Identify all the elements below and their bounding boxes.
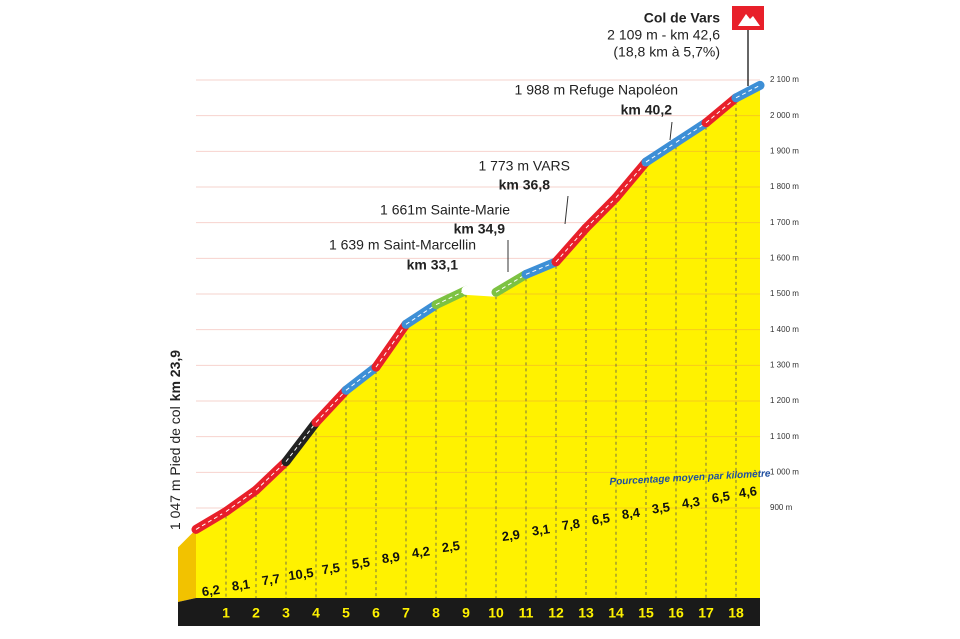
segment-center — [435, 289, 467, 306]
y-tick-label: 1 300 m — [770, 360, 799, 369]
gradient-label: 2,9 — [501, 527, 521, 544]
gradient-label: 8,1 — [231, 576, 251, 593]
x-tick-label: 6 — [372, 605, 380, 621]
segment-center — [735, 84, 761, 99]
y-tick-label: 2 000 m — [770, 111, 799, 120]
x-tick-label: 9 — [462, 605, 470, 621]
x-tick-label: 17 — [698, 605, 714, 621]
x-tick-label: 12 — [548, 605, 564, 621]
x-tick-label: 13 — [578, 605, 594, 621]
y-tick-label: 1 700 m — [770, 218, 799, 227]
y-tick-label: 1 500 m — [770, 289, 799, 298]
x-tick-label: 14 — [608, 605, 624, 621]
gradient-label: 8,4 — [621, 505, 642, 522]
base-bar — [178, 598, 760, 626]
x-tick-label: 1 — [222, 605, 230, 621]
x-tick-label: 4 — [312, 605, 320, 621]
profile-base: 6,2 8,1 7,7 10,5 7,5 5,5 8,9 4,2 2,5 2,9 3,1 7,8 6,5… — [178, 75, 799, 626]
profile-side — [178, 529, 196, 602]
gradient-label: 4,2 — [411, 543, 431, 560]
x-tick-label: 15 — [638, 605, 654, 621]
gradient-label: 4,3 — [681, 494, 701, 511]
gradient-label: 2,5 — [441, 538, 461, 555]
segment-center — [555, 227, 587, 263]
gradient-label: 6,5 — [591, 510, 611, 527]
y-tick-label: 1 100 m — [770, 432, 799, 441]
gradient-label: 5,5 — [351, 554, 371, 571]
waypoint-label: 1 988 m Refuge Napoléon — [515, 82, 678, 98]
flag-mountain — [738, 14, 760, 26]
waypoint-km: km 34,9 — [454, 221, 506, 237]
segment-center — [675, 122, 707, 143]
segment-center — [615, 161, 647, 199]
start-km: km 23,9 — [167, 350, 183, 402]
y-tick-label: 1 200 m — [770, 396, 799, 405]
waypoint-label: 1 639 m Saint-Marcellin — [329, 237, 476, 253]
x-tick-label: 18 — [728, 605, 744, 621]
waypoint-km: km 40,2 — [621, 102, 673, 118]
segment-center — [285, 422, 317, 462]
summit-detail: (18,8 km à 5,7%) — [613, 44, 720, 60]
y-tick-label: 1 400 m — [770, 325, 799, 334]
gradient-segment — [251, 457, 291, 495]
y-tick-label: 1 600 m — [770, 253, 799, 262]
gradient-label: 6,2 — [201, 582, 221, 599]
segment-center — [375, 324, 407, 368]
segment-center — [495, 273, 527, 293]
segment-center — [585, 197, 617, 229]
x-tick-label: 11 — [519, 605, 534, 621]
x-tick-label: 16 — [668, 605, 684, 621]
y-tick-label: 1 000 m — [770, 467, 799, 476]
leader-line — [669, 121, 673, 141]
start-label: 1 047 m Pied de col km 23,9 — [167, 350, 183, 530]
summit-name: Col de Vars — [644, 10, 720, 26]
gradient-label: 8,9 — [381, 549, 401, 566]
y-tick-label: 900 m — [770, 503, 793, 512]
x-tick-label: 8 — [432, 605, 440, 621]
x-tick-label: 3 — [282, 605, 290, 621]
waypoint-km: km 33,1 — [407, 257, 459, 273]
y-tick-label: 2 100 m — [770, 75, 799, 84]
summit-flag — [732, 6, 764, 86]
waypoint-km: km 36,8 — [499, 177, 551, 193]
segment-center — [525, 261, 557, 275]
gradient-label: 7,7 — [261, 571, 281, 588]
gradient-label: 7,8 — [561, 516, 581, 533]
gradient-label: 10,5 — [287, 565, 314, 583]
segment-center — [315, 389, 347, 423]
gradient-segment — [701, 93, 741, 128]
x-tick-label: 10 — [488, 605, 504, 621]
gradient-label: 3,1 — [531, 521, 551, 538]
segment-center — [405, 304, 437, 325]
waypoint-label: 1 661m Sainte-Marie — [380, 202, 510, 218]
summit-detail: 2 109 m - km 42,6 — [607, 27, 720, 43]
segment-center — [645, 141, 677, 163]
segment-center — [195, 511, 227, 530]
leader-line — [564, 195, 569, 225]
profile-area — [196, 85, 760, 599]
gradient-label: 7,5 — [321, 560, 341, 577]
y-tick-label: 1 900 m — [770, 146, 799, 155]
gradient-label: 4,6 — [738, 483, 758, 500]
start-elevation: 1 047 m Pied de col — [167, 406, 183, 530]
segment-center — [345, 366, 377, 391]
y-tick-label: 1 800 m — [770, 182, 799, 191]
x-tick-label: 7 — [402, 605, 410, 621]
gradient-label: 3,5 — [651, 499, 671, 516]
x-tick-label: 5 — [342, 605, 350, 621]
waypoint-label: 1 773 m VARS — [478, 158, 570, 174]
x-tick-label: 2 — [252, 605, 260, 621]
segment-center — [465, 289, 497, 293]
gradient-label: 6,5 — [711, 488, 731, 505]
segment-center — [225, 489, 257, 512]
